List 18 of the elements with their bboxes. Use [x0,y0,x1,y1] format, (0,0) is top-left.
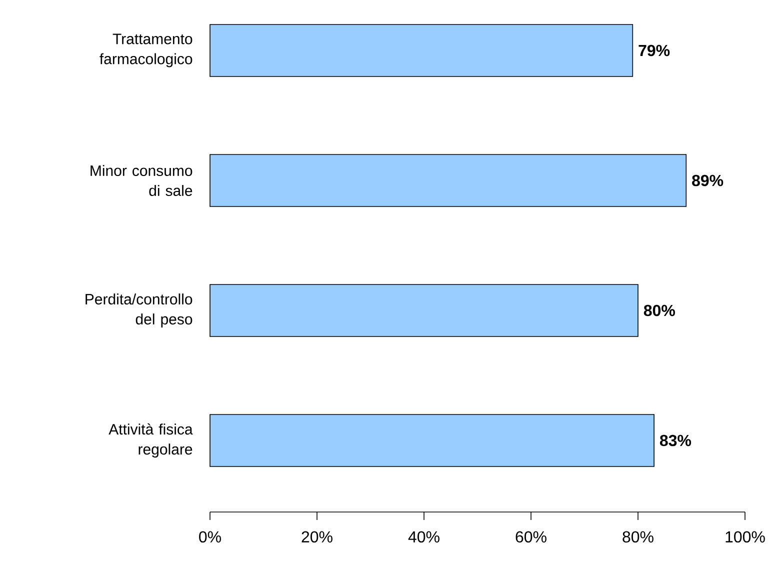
x-tick-label: 20% [302,531,332,543]
y-tick-label: Perdita/controllo del peso [86,294,192,328]
x-tick-label: 60% [516,531,546,543]
data-label: 83% [660,434,692,446]
bar [210,24,634,77]
y-tick-label: Minor consumo di sale [90,164,192,196]
data-label: 79% [638,44,670,56]
x-tick-label: 0% [199,531,221,543]
bar [210,154,687,207]
x-tick-label: 100% [726,531,765,543]
bar [210,414,654,467]
y-tick-label: Trattamento farmacologico [100,34,192,68]
bar [210,284,638,337]
y-tick-label: Attività fisica regolare [108,423,193,458]
data-label: 89% [692,174,724,186]
x-tick-label: 80% [622,531,654,543]
x-tick-label: 40% [408,531,440,543]
data-label: 80% [644,304,675,316]
